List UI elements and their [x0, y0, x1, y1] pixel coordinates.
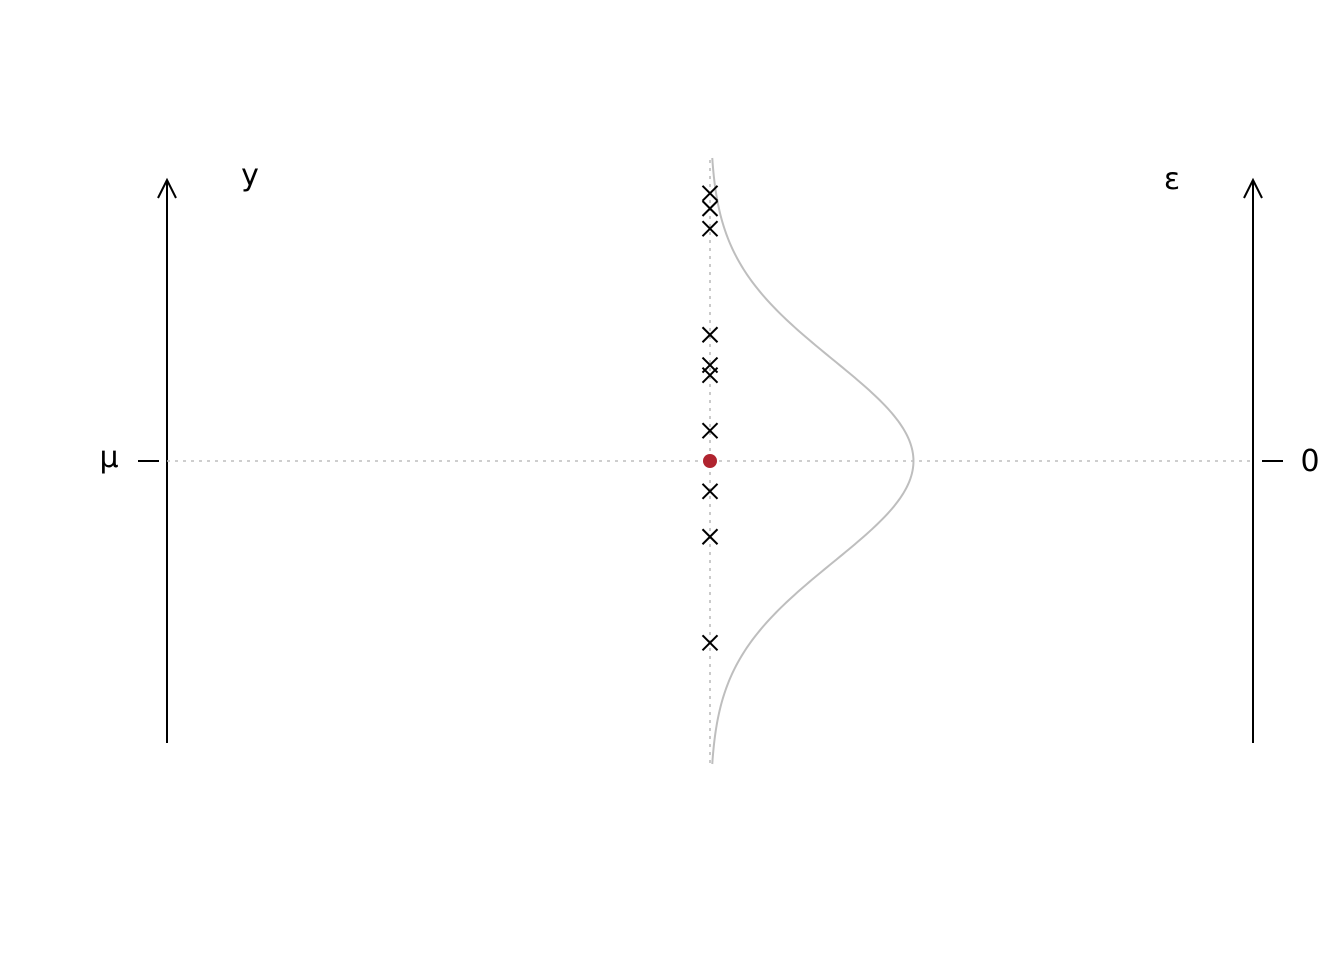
observation-cross — [701, 326, 719, 343]
observation-cross — [701, 185, 719, 202]
observation-cross — [701, 422, 719, 439]
observation-stroke — [701, 366, 719, 384]
zero-tick-label: 0 — [1300, 444, 1319, 479]
observation-stroke — [701, 326, 719, 343]
mu-tick-label: μ — [99, 440, 118, 475]
observation-cross — [701, 366, 719, 384]
observation-cross — [701, 634, 719, 652]
observations — [701, 185, 719, 652]
observation-stroke — [701, 634, 719, 652]
observation-cross — [701, 483, 719, 500]
observation-stroke — [701, 200, 719, 217]
observation-cross — [701, 220, 719, 237]
observation-cross — [701, 200, 719, 217]
observation-cross — [701, 528, 719, 545]
y-axis-arrow-icon — [157, 177, 177, 199]
observation-stroke — [701, 185, 719, 202]
observation-stroke — [701, 422, 719, 439]
observation-stroke — [701, 528, 719, 545]
observation-stroke — [701, 483, 719, 500]
normal-density-curve — [711, 157, 915, 765]
epsilon-axis-arrow-icon — [1243, 177, 1263, 199]
observation-stroke — [701, 220, 719, 237]
mean-point — [703, 454, 717, 468]
epsilon-axis-label: ε — [1164, 162, 1180, 197]
y-axis-label: y — [241, 158, 259, 193]
